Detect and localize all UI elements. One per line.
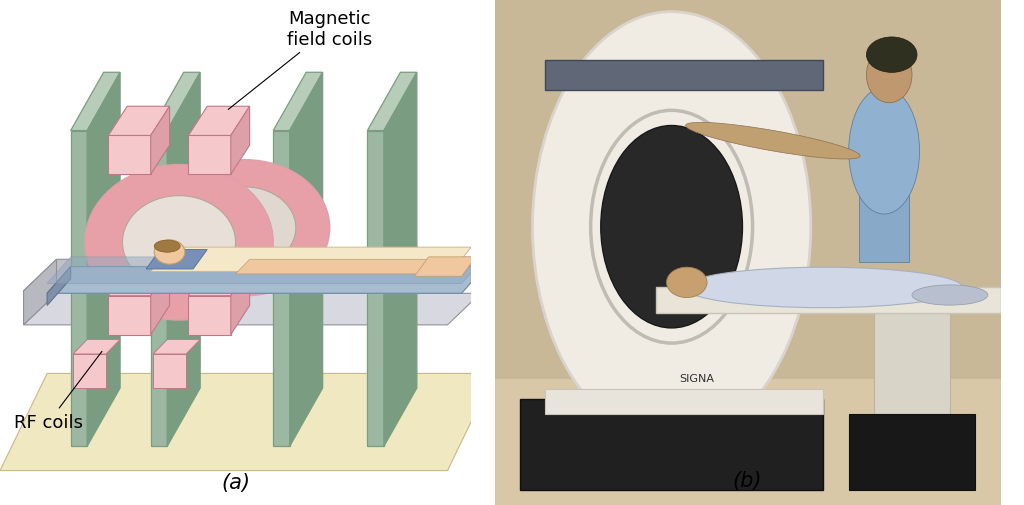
Bar xyxy=(545,61,823,91)
Polygon shape xyxy=(230,267,250,335)
Bar xyxy=(520,399,823,490)
Polygon shape xyxy=(154,340,201,355)
Polygon shape xyxy=(368,73,417,131)
Polygon shape xyxy=(151,131,167,446)
Polygon shape xyxy=(188,136,230,175)
Polygon shape xyxy=(71,131,87,446)
Ellipse shape xyxy=(849,88,920,215)
Text: (b): (b) xyxy=(733,470,762,490)
Polygon shape xyxy=(188,267,250,296)
Ellipse shape xyxy=(155,240,180,252)
Ellipse shape xyxy=(601,126,742,328)
Polygon shape xyxy=(167,73,201,446)
Polygon shape xyxy=(236,260,438,274)
Polygon shape xyxy=(73,340,120,355)
Ellipse shape xyxy=(684,268,963,308)
Polygon shape xyxy=(188,107,250,136)
Ellipse shape xyxy=(195,187,296,269)
Polygon shape xyxy=(154,355,186,388)
Text: Magnetic
field coils: Magnetic field coils xyxy=(228,10,373,110)
Polygon shape xyxy=(47,267,485,294)
Polygon shape xyxy=(273,73,323,131)
Polygon shape xyxy=(0,374,495,471)
Polygon shape xyxy=(87,73,120,446)
Polygon shape xyxy=(415,258,476,277)
Polygon shape xyxy=(47,258,485,284)
Ellipse shape xyxy=(123,196,236,289)
Polygon shape xyxy=(151,267,170,335)
Ellipse shape xyxy=(85,165,273,320)
Polygon shape xyxy=(47,267,71,306)
Polygon shape xyxy=(230,107,250,175)
Polygon shape xyxy=(24,260,480,291)
Polygon shape xyxy=(24,260,56,325)
Ellipse shape xyxy=(866,38,918,73)
Polygon shape xyxy=(384,73,417,446)
Bar xyxy=(849,414,975,490)
Polygon shape xyxy=(73,355,106,388)
Polygon shape xyxy=(109,136,151,175)
Polygon shape xyxy=(188,296,230,335)
Bar xyxy=(874,313,950,414)
Polygon shape xyxy=(151,247,471,272)
Polygon shape xyxy=(109,107,170,136)
Ellipse shape xyxy=(686,123,860,160)
Polygon shape xyxy=(368,131,384,446)
Bar xyxy=(495,379,1000,505)
Ellipse shape xyxy=(912,285,988,306)
Text: SIGNA: SIGNA xyxy=(679,374,715,384)
Ellipse shape xyxy=(160,161,330,296)
Polygon shape xyxy=(71,73,120,131)
Polygon shape xyxy=(290,73,323,446)
Bar xyxy=(859,111,909,263)
Ellipse shape xyxy=(532,13,811,442)
Text: RF coils: RF coils xyxy=(14,351,102,431)
Polygon shape xyxy=(109,296,151,335)
Polygon shape xyxy=(24,294,480,325)
Bar xyxy=(656,288,1000,313)
Polygon shape xyxy=(146,250,207,270)
Ellipse shape xyxy=(155,240,185,265)
Polygon shape xyxy=(273,131,290,446)
Polygon shape xyxy=(151,73,201,131)
Ellipse shape xyxy=(866,48,912,104)
Polygon shape xyxy=(109,267,170,296)
Bar xyxy=(545,389,823,414)
Text: (a): (a) xyxy=(221,473,250,492)
Polygon shape xyxy=(151,107,170,175)
Ellipse shape xyxy=(667,268,707,298)
